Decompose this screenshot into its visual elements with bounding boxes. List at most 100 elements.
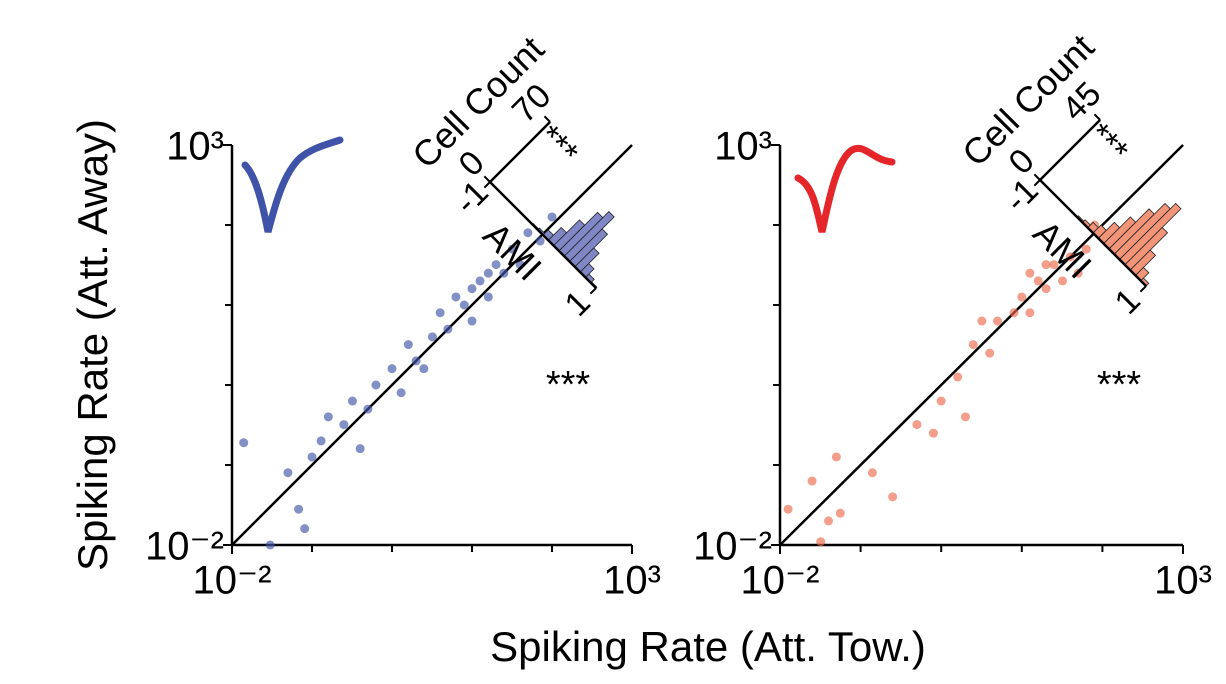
- y-tick-label: 10³: [166, 125, 224, 169]
- identity-line: [779, 144, 1184, 546]
- x-tick-label: 10³: [1154, 559, 1212, 603]
- inset-x-tick: [483, 181, 491, 189]
- scatter-point: [1065, 252, 1075, 262]
- y-tick-label: 10⁻²: [693, 525, 772, 569]
- scatter-point: [1017, 292, 1027, 302]
- scatter-point: [467, 316, 477, 326]
- inset-y-axis: [1039, 119, 1101, 181]
- y-axis-label: Spiking Rate (Att. Away): [69, 119, 116, 571]
- scatter-point: [371, 380, 381, 390]
- scatter-point: [427, 332, 437, 342]
- scatter-point: [985, 348, 995, 358]
- scatter-point: [435, 308, 445, 318]
- inset-x-tick-label: 1: [1108, 281, 1148, 321]
- scatter-point: [977, 316, 987, 326]
- scatter-point: [960, 412, 970, 422]
- scatter-point: [515, 260, 525, 270]
- scatter-point: [451, 292, 461, 302]
- scatter-point: [867, 468, 877, 478]
- inset-significance: ***: [1080, 116, 1135, 171]
- scatter-point: [483, 268, 493, 278]
- inset-y-axis: [489, 121, 551, 183]
- scatter-point: [316, 436, 326, 446]
- x-tick-label: 10⁻²: [193, 559, 272, 603]
- scatter-point: [1041, 260, 1051, 270]
- scatter-point: [807, 476, 817, 486]
- scatter-point: [535, 236, 545, 246]
- scatter-point: [294, 504, 304, 514]
- scatter-point: [831, 452, 841, 462]
- scatter-point: [347, 396, 357, 406]
- scatter-point: [968, 340, 978, 350]
- scatter-point: [491, 260, 501, 270]
- inset-x-tick: [1139, 285, 1147, 293]
- waveform-icon: [794, 144, 896, 233]
- scatter-point: [499, 268, 509, 278]
- scatter-point: [507, 244, 517, 254]
- scatter-point: [1009, 308, 1019, 318]
- scatter-point: [300, 524, 310, 534]
- scatter-point: [1033, 276, 1043, 286]
- scatter-point: [953, 372, 963, 382]
- waveform-icon: [241, 136, 344, 233]
- scatter-point: [419, 364, 429, 374]
- scatter-point: [475, 276, 485, 286]
- scatter-point: [1025, 308, 1035, 318]
- inset-x-axis: [489, 181, 597, 289]
- scatter-point: [523, 228, 533, 238]
- scatter-point: [1073, 268, 1083, 278]
- y-tick-label: 10³: [714, 125, 772, 169]
- inset-x-tick-label: 1: [558, 283, 598, 323]
- y-tick-label: 10⁻²: [145, 525, 224, 569]
- inset-x-axis: [1039, 179, 1147, 287]
- scatter-point: [387, 364, 397, 374]
- scatter-point: [1058, 276, 1068, 286]
- scatter-point: [912, 420, 922, 430]
- scatter-point: [547, 212, 557, 222]
- scatter-point: [993, 316, 1003, 326]
- scatter-point: [307, 452, 317, 462]
- scatter-point: [783, 504, 793, 514]
- inset-significance: ***: [530, 118, 585, 173]
- inset-y-tick: [1033, 173, 1041, 181]
- scatter-point: [403, 340, 413, 350]
- scatter-point: [265, 540, 275, 550]
- identity-line: [231, 144, 633, 546]
- inset-y-tick: [543, 115, 551, 123]
- scatter-point: [936, 396, 946, 406]
- scatter-point: [1049, 260, 1059, 270]
- scatter-point: [1081, 244, 1091, 254]
- inset-y-tick: [483, 175, 491, 183]
- significance-label: ***: [1097, 364, 1142, 406]
- scatter-point: [323, 412, 333, 422]
- x-axis-label: Spiking Rate (Att. Tow.): [490, 623, 926, 670]
- inset-x-tick: [1033, 179, 1041, 187]
- scatter-point: [443, 324, 453, 334]
- x-tick-label: 10⁻²: [741, 559, 820, 603]
- inset-x-tick: [589, 287, 597, 295]
- scatter-point: [363, 404, 373, 414]
- scatter-point: [467, 284, 477, 294]
- scatter-point: [816, 537, 826, 547]
- scatter-point: [1041, 284, 1051, 294]
- significance-label: ***: [546, 364, 591, 406]
- scatter-point: [483, 292, 493, 302]
- scatter-point: [355, 444, 365, 454]
- x-tick-label: 10³: [603, 559, 661, 603]
- scatter-point: [339, 420, 349, 430]
- scatter-point: [239, 438, 249, 448]
- scatter-point: [1025, 268, 1035, 278]
- inset-y-tick: [1093, 113, 1101, 121]
- scatter-point: [928, 428, 938, 438]
- scatter-point: [835, 508, 845, 518]
- scatter-point: [411, 356, 421, 366]
- scatter-point: [888, 492, 898, 502]
- scatter-point: [824, 516, 834, 526]
- scatter-point: [283, 468, 293, 478]
- scatter-point: [396, 388, 406, 398]
- scatter-point: [459, 300, 469, 310]
